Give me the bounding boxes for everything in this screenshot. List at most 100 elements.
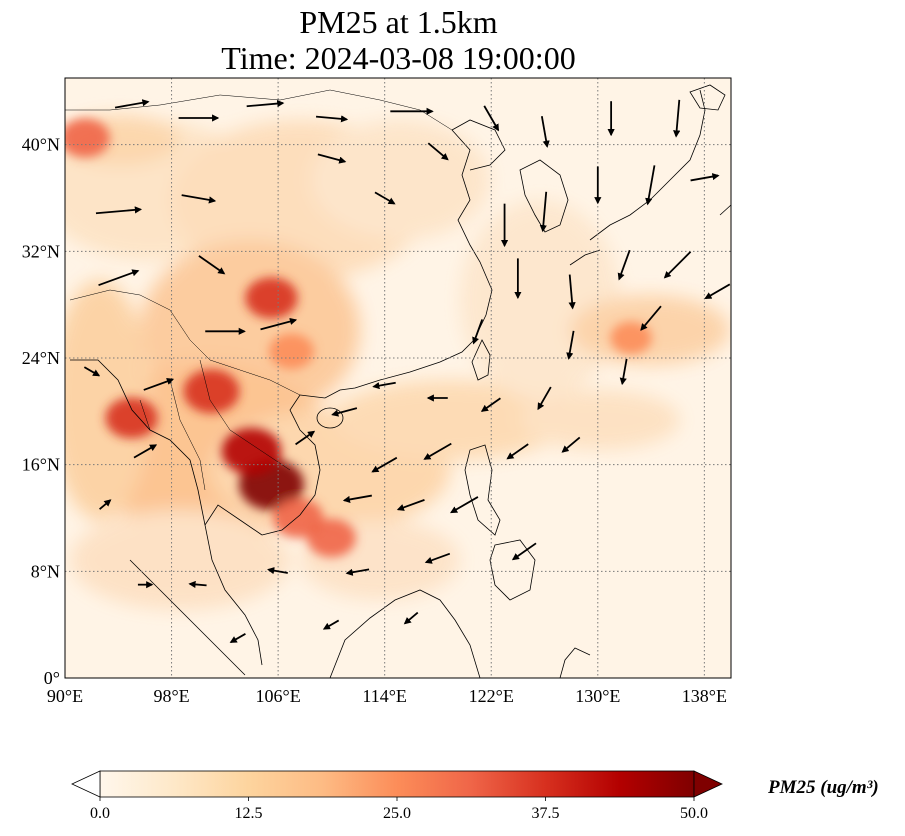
wind-arrow <box>229 633 246 643</box>
wind-arrow <box>317 153 347 164</box>
longitude-tick-label: 130°E <box>575 686 620 706</box>
latitude-tick-label: 16°N <box>22 455 60 475</box>
pm25-hotspot <box>610 321 652 355</box>
pm25-hotspot <box>65 118 110 158</box>
wind-arrow <box>690 173 720 182</box>
wind-arrow <box>561 436 581 453</box>
map-title: PM25 at 1.5km <box>299 4 498 40</box>
wind-arrow <box>188 580 207 589</box>
pm25-hotspot-layer <box>65 118 652 558</box>
korea-peninsula <box>519 159 569 233</box>
hainan-island <box>316 407 344 429</box>
colorbar-tick-label: 50.0 <box>680 805 708 822</box>
wind-arrow <box>322 619 340 630</box>
wind-arrow <box>483 105 500 132</box>
wind-arrow <box>480 397 501 412</box>
hokkaido-island <box>689 84 726 111</box>
map-frame <box>64 77 732 679</box>
colorbar-extend-max <box>693 770 723 798</box>
colorbar-tick-label: 25.0 <box>383 805 411 822</box>
colorbar-body <box>99 770 695 798</box>
longitude-tick-label: 98°E <box>153 686 189 706</box>
bohai-coastline <box>451 119 506 171</box>
wind-arrow <box>640 305 662 331</box>
wind-arrow <box>114 99 150 109</box>
latitude-tick-label: 0° <box>44 668 60 688</box>
wind-arrow <box>403 611 419 625</box>
pm25-hotspot <box>183 369 240 414</box>
vietnam-coastline <box>261 394 321 536</box>
colorbar-tick-label: 37.5 <box>532 805 560 822</box>
wind-arrow <box>645 165 656 206</box>
wind-arrow <box>374 191 396 205</box>
wind-arrow <box>267 567 288 575</box>
wind-arrow <box>617 249 631 281</box>
wind-arrow <box>181 194 217 204</box>
wind-arrow <box>566 330 575 360</box>
wind-arrow <box>540 116 550 148</box>
gridlines <box>65 78 731 678</box>
longitude-tick-label: 114°E <box>362 686 407 706</box>
colorbar-tick-label: 12.5 <box>235 805 263 822</box>
wind-arrow <box>704 283 731 300</box>
map-panel <box>65 78 731 678</box>
wind-arrow <box>331 407 358 417</box>
wind-arrow <box>98 269 140 287</box>
wind-arrow <box>260 317 298 331</box>
wind-arrow <box>342 494 372 503</box>
new-guinea-coastline <box>559 647 591 678</box>
longitude-tick-labels: 90°E 98°E 106°E 114°E 122°E 130°E 138°E <box>47 686 727 706</box>
wind-arrow <box>568 274 576 310</box>
wind-arrow <box>315 115 349 123</box>
colorbar-label: PM25 (ug/m³) <box>767 777 879 798</box>
colorbar: 0.0 12.5 25.0 37.5 50.0 PM25 (ug/m³) <box>71 770 879 822</box>
wind-arrow <box>506 443 529 460</box>
pm25-hotspot <box>221 427 282 475</box>
sumatra-coastline <box>129 559 246 676</box>
longitude-tick-label: 138°E <box>682 686 727 706</box>
latitude-tick-labels: 0° 8°N 16°N 24°N 32°N 40°N <box>22 135 60 688</box>
pm25-hotspot <box>268 333 315 370</box>
wind-arrow <box>198 255 226 275</box>
map-subtitle-time: Time: 2024-03-08 19:00:00 <box>221 40 576 76</box>
wind-arrow <box>99 499 112 510</box>
mindanao-island <box>489 539 536 601</box>
country-borders <box>65 89 453 491</box>
latitude-tick-label: 32°N <box>22 241 60 261</box>
wind-arrow <box>246 99 285 108</box>
thailand-coastline <box>204 504 263 666</box>
wind-arrow <box>537 386 552 411</box>
latitude-tick-label: 24°N <box>22 348 60 368</box>
luzon-island <box>464 444 501 536</box>
wind-arrow <box>372 381 396 390</box>
wind-arrow <box>472 319 484 345</box>
colorbar-ticks: 0.0 12.5 25.0 37.5 50.0 <box>90 797 708 822</box>
wind-arrow <box>143 377 175 391</box>
wind-arrow <box>396 499 425 511</box>
pm25-hotspot <box>245 277 298 319</box>
pm25-hotspot <box>307 518 356 558</box>
wind-arrow <box>450 496 479 514</box>
wind-vectors <box>83 99 731 643</box>
wind-arrow <box>619 358 628 386</box>
wind-arrow <box>133 444 158 459</box>
borneo-coastline <box>329 589 481 678</box>
colorbar-tick-label: 0.0 <box>90 805 110 822</box>
wind-arrow <box>427 142 449 161</box>
latitude-tick-label: 8°N <box>31 561 60 581</box>
colorbar-extend-min <box>71 770 101 798</box>
wind-arrow <box>423 442 452 460</box>
wind-arrow <box>83 366 101 377</box>
latitude-tick-label: 40°N <box>22 135 60 155</box>
wind-arrow <box>371 456 398 473</box>
wind-arrow <box>511 542 537 561</box>
japan-islands <box>569 89 731 266</box>
wind-arrow <box>295 430 316 446</box>
longitude-tick-label: 122°E <box>469 686 514 706</box>
wind-arrow <box>345 568 370 576</box>
pm25-hotspot <box>105 397 158 439</box>
wind-arrow <box>663 251 692 279</box>
wind-arrow <box>95 206 143 215</box>
wind-arrow <box>673 99 681 138</box>
